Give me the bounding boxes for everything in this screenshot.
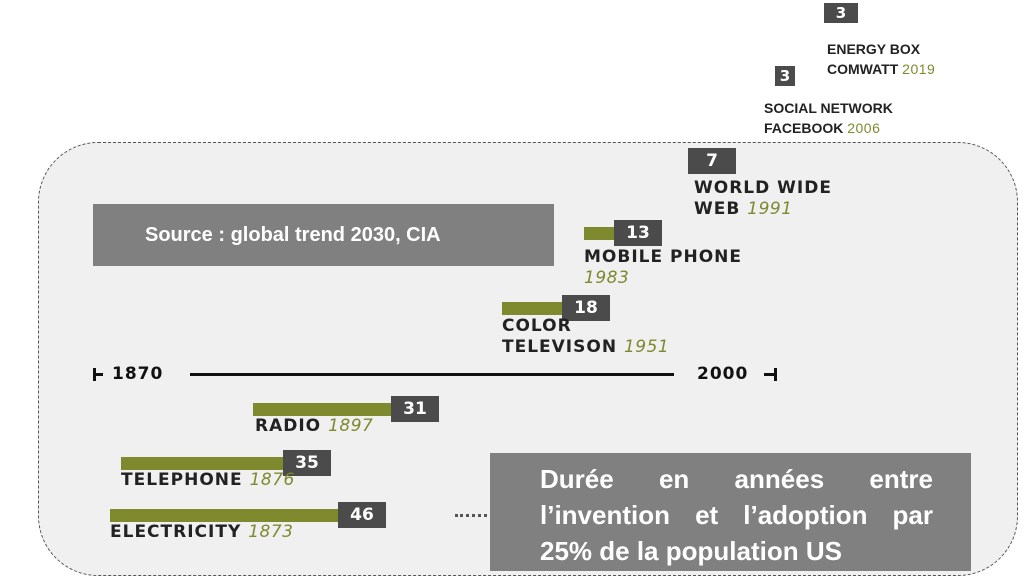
label-line-electricity: ELECTRICITY xyxy=(110,522,242,542)
value-box-www: 7 xyxy=(688,148,736,174)
bar-mobile-phone xyxy=(584,226,614,240)
label-line-color-tv: COLOR xyxy=(502,316,572,336)
year-electricity: 1873 xyxy=(248,522,294,542)
label-line-energy-box: ENERGY BOX xyxy=(827,41,921,57)
label-www: WORLD WIDE WEB 1991 xyxy=(694,178,832,220)
label-electricity: ELECTRICITY 1873 xyxy=(110,522,293,543)
year-www: 1991 xyxy=(747,199,793,219)
timeline-axis xyxy=(190,373,674,376)
year-radio: 1897 xyxy=(328,416,374,436)
label-facebook: SOCIAL NETWORK FACEBOOK 2006 xyxy=(764,98,893,138)
label-line-radio: RADIO xyxy=(255,416,322,436)
value-box-energy-box: 3 xyxy=(824,3,858,23)
axis-end-tick xyxy=(774,368,777,381)
connector-dots xyxy=(455,514,487,517)
label-line-facebook: SOCIAL NETWORK xyxy=(764,100,893,116)
source-box: Source : global trend 2030, CIA xyxy=(93,204,554,266)
label-line-color-tv: TELEVISON xyxy=(502,337,618,357)
label-line-facebook: FACEBOOK xyxy=(764,120,844,136)
label-line-energy-box: COMWATT xyxy=(827,61,899,77)
value-box-mobile-phone: 13 xyxy=(614,220,662,246)
year-telephone: 1876 xyxy=(249,470,295,490)
year-color-tv: 1951 xyxy=(623,337,670,357)
value-box-telephone: 35 xyxy=(283,450,331,476)
value-box-facebook: 3 xyxy=(775,66,795,86)
bar-telephone xyxy=(121,456,283,470)
label-color-tv: COLOR TELEVISON 1951 xyxy=(502,316,669,358)
label-line-telephone: TELEPHONE xyxy=(121,470,243,490)
year-mobile-phone: 1983 xyxy=(584,268,630,288)
value-box-color-tv: 18 xyxy=(562,295,610,321)
label-line-www: WORLD WIDE xyxy=(694,178,832,198)
bar-radio xyxy=(253,402,391,416)
label-mobile-phone: MOBILE PHONE 1983 xyxy=(584,247,742,289)
value-box-radio: 31 xyxy=(391,396,439,422)
label-line-mobile-phone: MOBILE PHONE xyxy=(584,247,742,267)
note-box: Durée en années entre l’invention et l’a… xyxy=(490,453,971,571)
axis-start-label: 1870 xyxy=(112,364,164,384)
axis-start-arm xyxy=(93,373,103,376)
label-telephone: TELEPHONE 1876 xyxy=(121,470,295,491)
label-line-www: WEB xyxy=(694,199,741,219)
label-radio: RADIO 1897 xyxy=(255,416,373,437)
bar-electricity xyxy=(110,508,338,522)
bar-color-tv xyxy=(502,301,562,315)
label-energy-box: ENERGY BOX COMWATT 2019 xyxy=(827,39,935,79)
year-energy-box: 2019 xyxy=(902,61,936,77)
axis-end-label: 2000 xyxy=(697,364,749,384)
axis-end-arm xyxy=(764,373,774,376)
value-box-electricity: 46 xyxy=(338,502,386,528)
year-facebook: 2006 xyxy=(847,120,881,136)
